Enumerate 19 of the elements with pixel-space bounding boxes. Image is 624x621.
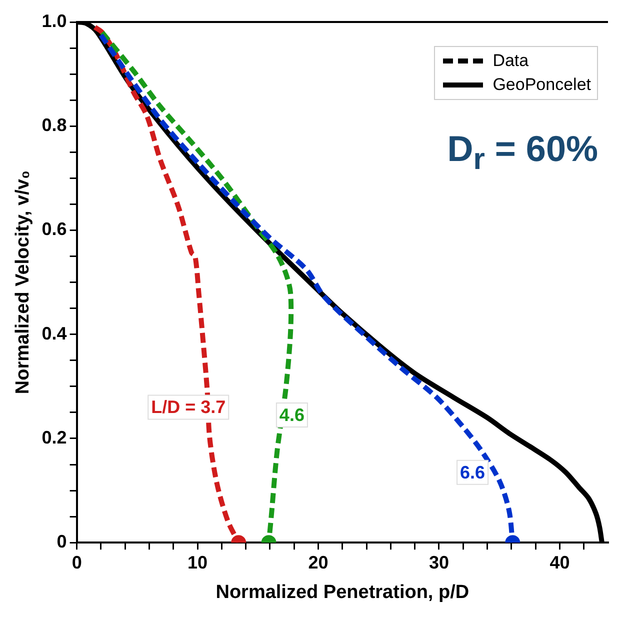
- y-axis-title: Normalized Velocity, v/v₀: [12, 170, 34, 394]
- x-tick-label: 30: [428, 552, 450, 572]
- annotation: L/D = 3.7: [151, 397, 226, 418]
- legend-label: GeoPoncelet: [492, 74, 591, 96]
- y-tick-label: 0.6: [42, 219, 67, 240]
- x-tick-label: 20: [308, 552, 328, 572]
- annotation: 4.6: [279, 405, 304, 426]
- y-tick-label: 0.8: [42, 115, 67, 136]
- x-tick-label: 0: [72, 552, 82, 572]
- y-tick-label: 0.4: [42, 323, 67, 344]
- y-tick-label: 1.0: [42, 10, 67, 31]
- y-tick-label: 0: [56, 532, 67, 552]
- legend-label: Data: [492, 50, 529, 72]
- x-axis-title: Normalized Penetration, p/D: [216, 582, 470, 603]
- annotation: 6.6: [460, 462, 486, 482]
- x-tick-label: 40: [550, 552, 570, 572]
- x-tick-label: 10: [188, 552, 208, 572]
- y-tick-label: 0.2: [42, 427, 67, 448]
- annotation: D$_{r}$ = 60%: [447, 128, 598, 178]
